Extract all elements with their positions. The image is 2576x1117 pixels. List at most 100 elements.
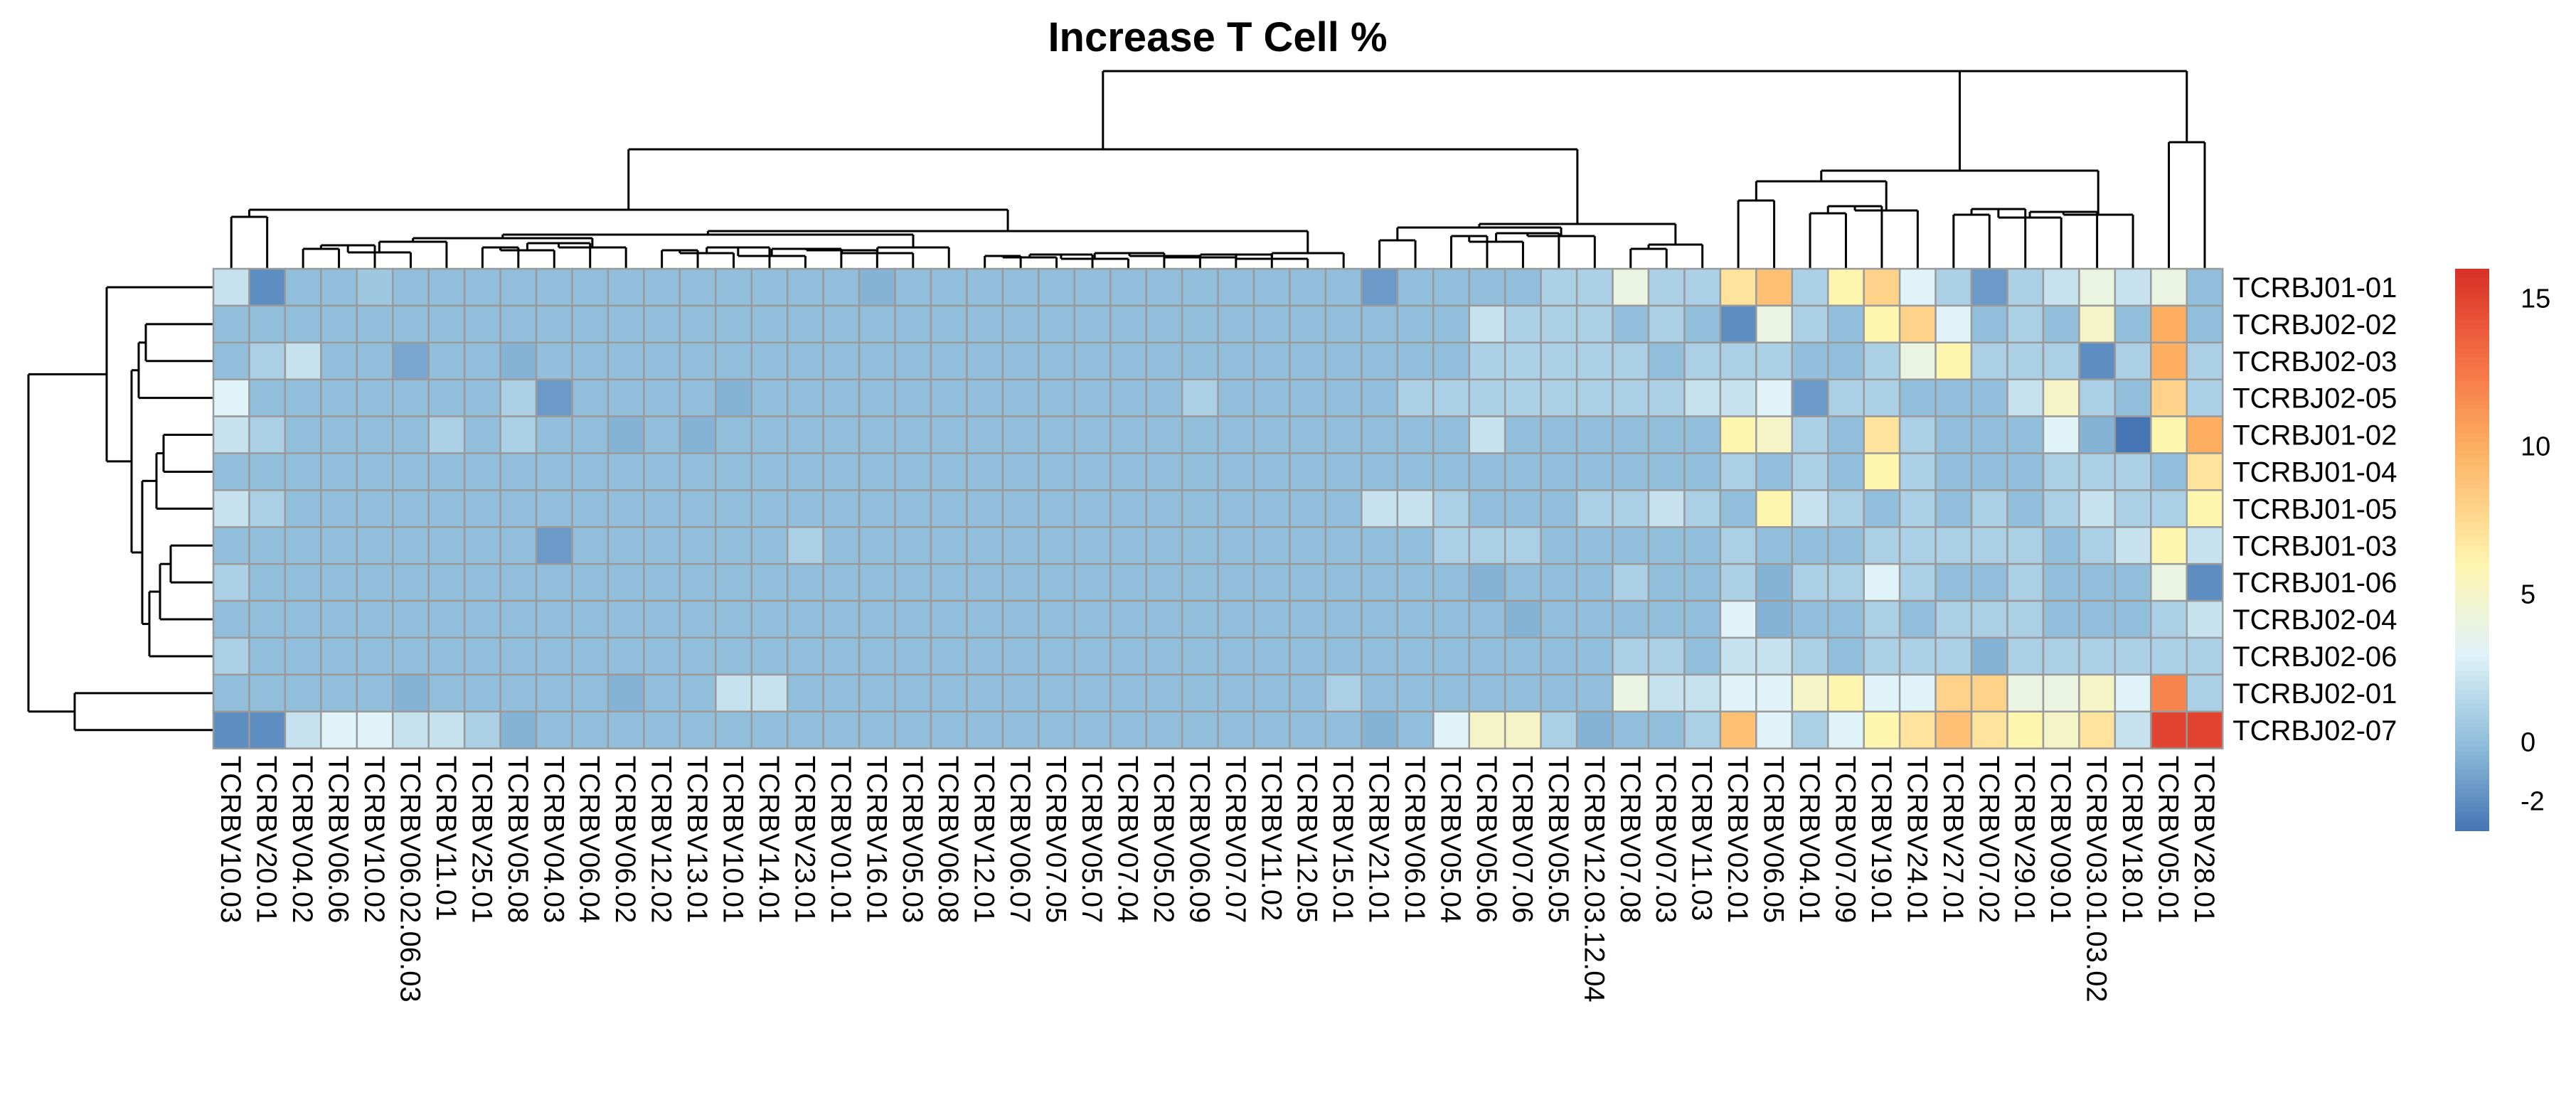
legend-swatch bbox=[2455, 447, 2489, 452]
legend-swatch bbox=[2455, 760, 2489, 766]
heatmap-cell bbox=[1217, 636, 1255, 676]
heatmap-cell bbox=[356, 710, 394, 749]
column-label: TCRBV06.08 bbox=[932, 756, 964, 924]
heatmap-cell bbox=[1719, 378, 1757, 417]
heatmap-cell bbox=[1970, 673, 2008, 713]
heatmap-cell bbox=[1109, 636, 1147, 676]
heatmap-cell bbox=[966, 267, 1004, 307]
heatmap-cell bbox=[643, 415, 681, 454]
heatmap-cell bbox=[1361, 489, 1399, 528]
heatmap-cell bbox=[1827, 562, 1865, 602]
heatmap-cell bbox=[248, 673, 287, 713]
heatmap-cell bbox=[2078, 452, 2117, 491]
legend-swatch bbox=[2455, 498, 2489, 504]
heatmap-cell bbox=[1145, 562, 1183, 602]
heatmap-cell bbox=[2186, 341, 2224, 380]
legend-swatch bbox=[2455, 292, 2489, 298]
heatmap-cell bbox=[1827, 341, 1865, 380]
heatmap-cell bbox=[2150, 415, 2188, 454]
row-label: TCRBJ01-06 bbox=[2232, 567, 2397, 599]
heatmap-cell bbox=[1001, 599, 1040, 639]
legend-swatch bbox=[2455, 652, 2489, 658]
heatmap-cell bbox=[1432, 636, 1471, 676]
heatmap-cell bbox=[535, 526, 573, 565]
heatmap-cell bbox=[1791, 378, 1829, 417]
heatmap-cell bbox=[1503, 378, 1542, 417]
heatmap-cell bbox=[1755, 267, 1794, 307]
heatmap-cell bbox=[966, 562, 1004, 602]
heatmap-cell bbox=[1109, 673, 1147, 713]
heatmap-cell bbox=[571, 562, 610, 602]
heatmap-cell bbox=[1289, 599, 1327, 639]
heatmap-cell bbox=[1970, 415, 2008, 454]
heatmap-cell bbox=[2114, 489, 2152, 528]
legend-swatch bbox=[2455, 432, 2489, 438]
heatmap-cell bbox=[1503, 526, 1542, 565]
chart-title: Increase T Cell % bbox=[1048, 14, 1387, 60]
heatmap-cell bbox=[1001, 304, 1040, 344]
heatmap-cell bbox=[212, 562, 250, 602]
heatmap-cell bbox=[463, 636, 501, 676]
heatmap-cell bbox=[1863, 378, 1901, 417]
heatmap-cell bbox=[822, 415, 861, 454]
heatmap-cell bbox=[1827, 673, 1865, 713]
heatmap-cell bbox=[427, 415, 466, 454]
heatmap-cell bbox=[1647, 710, 1686, 749]
heatmap-cell bbox=[499, 599, 538, 639]
heatmap-cell bbox=[858, 562, 896, 602]
heatmap-cell bbox=[427, 452, 466, 491]
heatmap-cell bbox=[356, 341, 394, 380]
heatmap-cell bbox=[786, 267, 824, 307]
legend-swatch bbox=[2455, 404, 2489, 410]
heatmap-cell bbox=[1432, 415, 1471, 454]
heatmap-cell bbox=[643, 636, 681, 676]
heatmap-cell bbox=[678, 452, 717, 491]
heatmap-cell bbox=[499, 489, 538, 528]
heatmap-cell bbox=[678, 599, 717, 639]
heatmap-cell bbox=[2006, 452, 2045, 491]
heatmap-cell bbox=[2114, 378, 2152, 417]
legend-swatch bbox=[2455, 643, 2489, 649]
heatmap-cell bbox=[1863, 526, 1901, 565]
column-label: TCRBV05.08 bbox=[502, 756, 533, 924]
heatmap-cell bbox=[463, 452, 501, 491]
legend-swatch bbox=[2455, 629, 2489, 635]
heatmap-cell bbox=[356, 636, 394, 676]
heatmap-cell bbox=[786, 489, 824, 528]
heatmap-cell bbox=[1934, 599, 1973, 639]
heatmap-cell bbox=[1109, 599, 1147, 639]
heatmap-cell bbox=[786, 415, 824, 454]
legend-swatch bbox=[2455, 493, 2489, 499]
heatmap-cell bbox=[1396, 378, 1435, 417]
row-label: TCRBJ02-06 bbox=[2232, 641, 2397, 673]
heatmap-cell bbox=[1863, 489, 1901, 528]
heatmap-cell bbox=[966, 710, 1004, 749]
heatmap-cell bbox=[750, 415, 789, 454]
heatmap-cell bbox=[499, 452, 538, 491]
heatmap-cell bbox=[1432, 267, 1471, 307]
heatmap-cell bbox=[392, 304, 430, 344]
heatmap-cell bbox=[2114, 599, 2152, 639]
heatmap-cell bbox=[2042, 562, 2080, 602]
heatmap-cell bbox=[1647, 562, 1686, 602]
heatmap-cell bbox=[786, 710, 824, 749]
heatmap-cell bbox=[1612, 636, 1650, 676]
heatmap-cell bbox=[2186, 489, 2224, 528]
heatmap-cell bbox=[2114, 562, 2152, 602]
legend-swatch bbox=[2455, 690, 2489, 696]
heatmap-cell bbox=[1540, 489, 1578, 528]
heatmap-cell bbox=[1540, 452, 1578, 491]
heatmap-cell bbox=[1612, 710, 1650, 749]
heatmap-cell bbox=[535, 341, 573, 380]
legend-swatch bbox=[2455, 666, 2489, 673]
legend-swatch bbox=[2455, 479, 2489, 485]
column-label: TCRBV07.02 bbox=[1973, 756, 2004, 924]
heatmap-cell bbox=[2150, 304, 2188, 344]
legend-swatch bbox=[2455, 751, 2489, 757]
heatmap-cell bbox=[1217, 673, 1255, 713]
legend-swatch bbox=[2455, 582, 2489, 588]
heatmap-cell bbox=[2114, 710, 2152, 749]
heatmap-cell bbox=[786, 304, 824, 344]
heatmap-cell bbox=[822, 341, 861, 380]
heatmap-cell bbox=[1145, 415, 1183, 454]
